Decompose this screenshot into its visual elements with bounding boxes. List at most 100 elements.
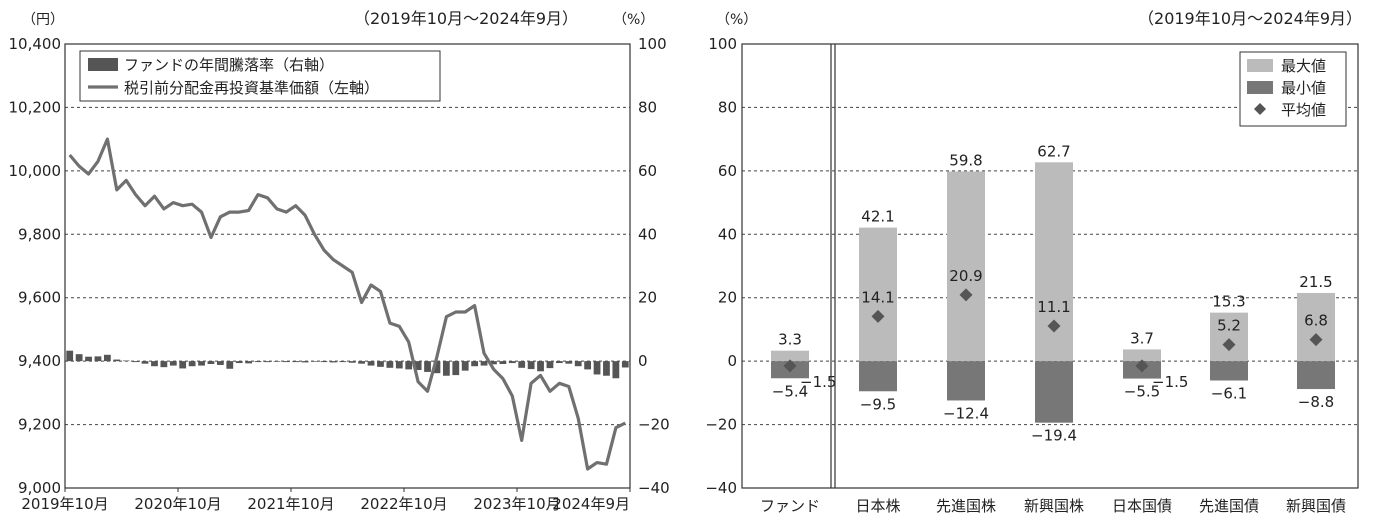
- return-bar: [188, 361, 196, 367]
- legend-bar-label: ファンドの年間騰落率（右軸）: [124, 56, 334, 74]
- max-value-label: 42.1: [861, 208, 894, 226]
- return-bar: [311, 361, 318, 362]
- return-bar: [264, 361, 271, 363]
- return-bar: [537, 361, 544, 372]
- right-x-ticks: ファンド 日本株 先進国株 新興国株 日本国債 先進国債 新興国債: [760, 497, 1346, 515]
- average-marker: [959, 288, 973, 302]
- return-bar: [612, 361, 620, 379]
- return-bar: [424, 361, 431, 372]
- average-marker: [1309, 333, 1323, 347]
- legend-min-swatch: [1247, 81, 1273, 94]
- return-bar: [518, 361, 526, 368]
- left-right-ticks: −40 −20 0 20 40 60 80 100: [638, 35, 670, 497]
- return-bar: [348, 361, 356, 363]
- average-marker: [783, 359, 797, 373]
- max-bar: [1210, 312, 1248, 362]
- left-x-tick-label: 2021年10月: [247, 495, 334, 513]
- return-bar: [499, 361, 507, 364]
- right-y-tick-label: −20: [705, 416, 737, 434]
- return-bar: [198, 361, 205, 366]
- return-bar: [66, 350, 74, 362]
- return-bar: [320, 361, 328, 363]
- return-bar: [461, 361, 469, 371]
- min-bar: [1210, 361, 1248, 381]
- left-legend-box: [79, 50, 441, 102]
- min-bar: [1035, 361, 1073, 423]
- return-bar: [273, 361, 281, 362]
- return-bar: [433, 361, 441, 374]
- return-bar: [301, 361, 309, 363]
- max-value-label: 3.7: [1130, 329, 1154, 347]
- left-plot-frame: [64, 43, 631, 489]
- return-bar: [254, 361, 262, 363]
- left-period: （2019年10月～2024年9月）: [354, 9, 578, 28]
- min-bar: [1297, 361, 1335, 390]
- legend-avg-label: 平均値: [1281, 101, 1326, 119]
- return-bar: [75, 354, 83, 362]
- left-y-tick-label: 9,600: [18, 289, 61, 307]
- left-right-tick-label: 20: [638, 289, 657, 307]
- max-value-label: 3.3: [778, 331, 802, 349]
- return-bar: [216, 361, 224, 365]
- average-value-label: 20.9: [949, 267, 982, 285]
- return-bar: [329, 361, 337, 363]
- left-right-tick-label: 40: [638, 225, 657, 243]
- return-bar: [593, 361, 601, 375]
- return-bar: [179, 361, 187, 369]
- return-bar: [358, 361, 366, 364]
- return-bar: [160, 361, 168, 368]
- min-value-label: −6.1: [1211, 384, 1247, 402]
- left-legend: ファンドの年間騰落率（右軸） 税引前分配金再投資基準価額（左軸）: [79, 50, 441, 102]
- average-value-label: 6.8: [1304, 312, 1328, 330]
- average-marker: [1222, 338, 1236, 352]
- right-category-label: 日本株: [855, 497, 900, 515]
- right-y-ticks: −40 −20 0 20 40 60 80 100: [705, 35, 737, 497]
- right-average-markers: [783, 288, 1323, 373]
- max-bar: [859, 227, 897, 362]
- return-bar: [132, 361, 140, 363]
- return-bar: [386, 361, 394, 368]
- right-chart: （%） （2019年10月～2024年9月） 3.3−5.4−1.542.1−9…: [705, 9, 1362, 515]
- left-x-tick-label: 2022年10月: [360, 495, 447, 513]
- right-category-label: 新興国債: [1286, 497, 1346, 515]
- left-y-tick-label: 10,200: [9, 98, 62, 116]
- average-value-label: −1.5: [800, 373, 836, 391]
- return-bar: [245, 361, 253, 364]
- max-bar: [1297, 292, 1335, 362]
- min-value-label: −9.5: [860, 395, 896, 413]
- average-value-label: 5.2: [1217, 317, 1241, 335]
- min-value-label: −19.4: [1031, 427, 1077, 445]
- return-bar: [339, 361, 347, 363]
- left-x-ticks: 2019年10月 2020年10月 2021年10月 2022年10月 2023年10月…: [21, 488, 631, 513]
- return-bar: [367, 361, 375, 366]
- max-value-label: 59.8: [949, 151, 982, 169]
- max-value-label: 21.5: [1299, 273, 1332, 291]
- return-bar: [122, 360, 130, 362]
- return-bar: [103, 354, 111, 362]
- average-marker: [1047, 319, 1061, 333]
- return-bar: [546, 361, 554, 369]
- right-category-label: 先進国株: [936, 497, 996, 515]
- max-bar: [1123, 349, 1161, 362]
- left-y-unit: （円）: [22, 12, 64, 28]
- return-bar: [235, 361, 243, 364]
- return-bar: [113, 359, 121, 362]
- right-category-label: ファンド: [760, 497, 820, 515]
- right-category-label: 日本国債: [1112, 497, 1172, 515]
- left-chart: （円） （2019年10月～2024年9月） （%） 9,000 9,200 9,4…: [9, 9, 670, 513]
- legend-bar-swatch: [88, 58, 118, 71]
- return-bar: [395, 361, 403, 369]
- right-y-tick-label: 40: [718, 225, 737, 243]
- max-value-label: 62.7: [1037, 142, 1070, 160]
- right-data-labels: 3.3−5.4−1.542.1−9.514.159.8−12.420.962.7…: [772, 142, 1334, 444]
- legend-max-label: 最大値: [1281, 57, 1326, 75]
- left-x-tick-label: 2019年10月: [21, 495, 108, 513]
- right-y-tick-label: 0: [727, 352, 737, 370]
- min-value-label: −12.4: [943, 404, 989, 422]
- left-y-tick-label: 9,000: [18, 479, 61, 497]
- min-bar: [859, 361, 897, 392]
- average-value-label: −1.5: [1152, 373, 1188, 391]
- min-value-label: −8.8: [1298, 393, 1334, 411]
- max-value-label: 15.3: [1212, 293, 1245, 311]
